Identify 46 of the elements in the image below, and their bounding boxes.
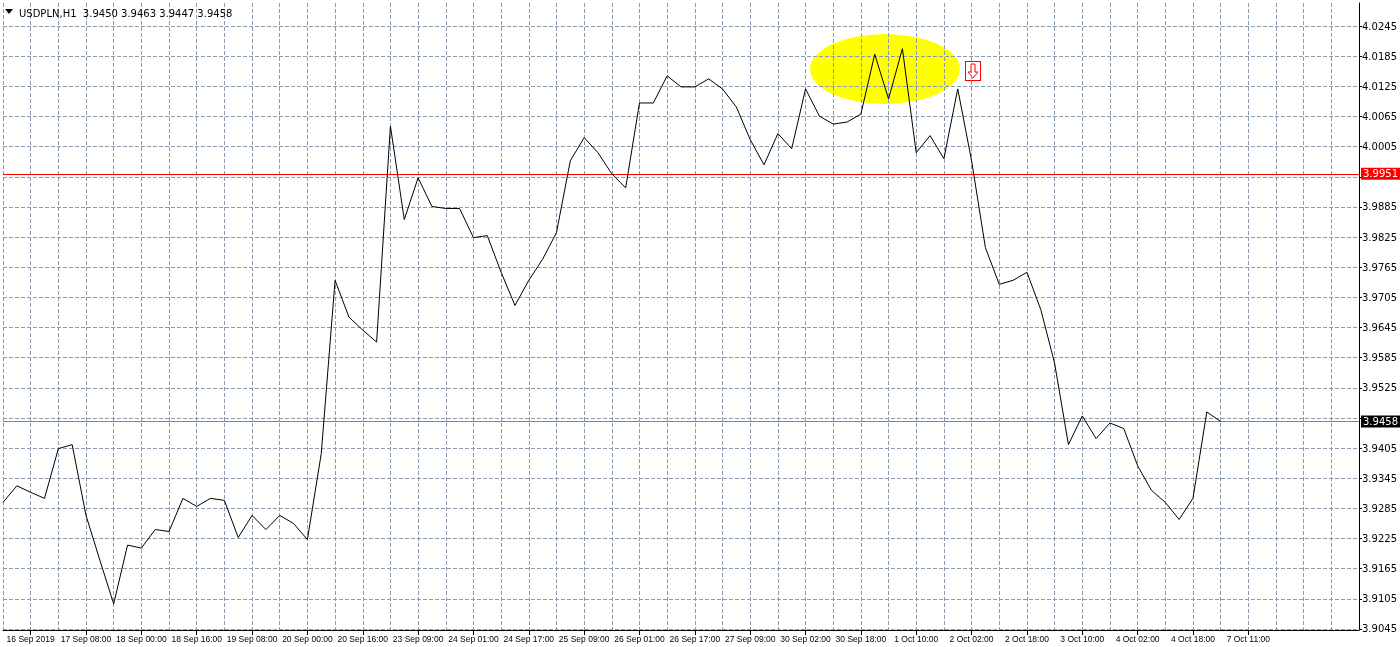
x-tick-label: 23 Sep 09:00 <box>392 633 444 644</box>
x-tick-label: 20 Sep 16:00 <box>337 633 389 644</box>
x-tick-label: 7 Oct 11:00 <box>1226 633 1271 644</box>
x-tick-label: 30 Sep 18:00 <box>835 633 887 644</box>
x-tick-label: 25 Sep 09:00 <box>558 633 610 644</box>
y-tick-label: 3.9105 <box>1362 593 1398 605</box>
x-tick-label: 1 Oct 10:00 <box>894 633 939 644</box>
y-tick-label: 4.0005 <box>1362 141 1398 153</box>
x-tick-label: 4 Oct 02:00 <box>1115 633 1160 644</box>
y-tick-label: 4.0245 <box>1362 20 1398 32</box>
x-tick-label: 26 Sep 01:00 <box>614 633 666 644</box>
ref-line-label: 3.9951 <box>1363 168 1399 180</box>
x-tick-label: 2 Oct 18:00 <box>1004 633 1050 644</box>
line-series <box>2 48 1222 605</box>
chart-title: USDPLN,H1 3.9450 3.9463 3.9447 3.9458 <box>19 7 233 19</box>
y-tick-label: 3.9705 <box>1362 291 1398 303</box>
x-tick-label: 3 Oct 10:00 <box>1060 633 1105 644</box>
x-tick-label: 30 Sep 02:00 <box>780 633 832 644</box>
y-tick-label: 4.0125 <box>1362 80 1398 92</box>
y-tick-label: 3.9165 <box>1362 563 1398 575</box>
x-tick-label: 18 Sep 00:00 <box>116 633 167 644</box>
x-tick-label: 27 Sep 09:00 <box>724 633 776 644</box>
y-tick-label: 3.9045 <box>1362 623 1398 635</box>
y-tick-label: 3.9825 <box>1362 231 1398 243</box>
y-tick-label: 4.0065 <box>1362 111 1398 123</box>
y-tick-label: 3.9525 <box>1362 382 1398 394</box>
x-tick-label: 24 Sep 01:00 <box>448 633 500 644</box>
x-tick-label: 20 Sep 00:00 <box>282 633 333 644</box>
x-tick-label: 2 Oct 02:00 <box>949 633 994 644</box>
y-tick-label: 3.9285 <box>1362 502 1398 514</box>
y-tick-label: 3.9765 <box>1362 261 1398 273</box>
ref-line-label: 3.9458 <box>1363 416 1399 427</box>
y-tick-label: 4.0185 <box>1362 50 1398 62</box>
x-tick-label: 24 Sep 17:00 <box>503 633 555 644</box>
y-tick-label: 3.9585 <box>1362 352 1398 364</box>
x-tick-label: 18 Sep 16:00 <box>171 633 223 644</box>
x-tick-label: 19 Sep 08:00 <box>226 633 278 644</box>
x-tick-label: 4 Oct 18:00 <box>1170 633 1216 644</box>
y-tick-label: 3.9885 <box>1362 201 1398 213</box>
x-tick-label: 16 Sep 2019 <box>6 633 56 644</box>
x-tick-label: 26 Sep 17:00 <box>669 633 721 644</box>
x-tick-label: 17 Sep 08:00 <box>60 633 112 644</box>
y-tick-label: 3.9345 <box>1362 472 1398 484</box>
y-tick-label: 3.9225 <box>1362 533 1398 545</box>
y-tick-label: 3.9645 <box>1362 322 1398 334</box>
y-tick-label: 3.9405 <box>1362 442 1398 454</box>
